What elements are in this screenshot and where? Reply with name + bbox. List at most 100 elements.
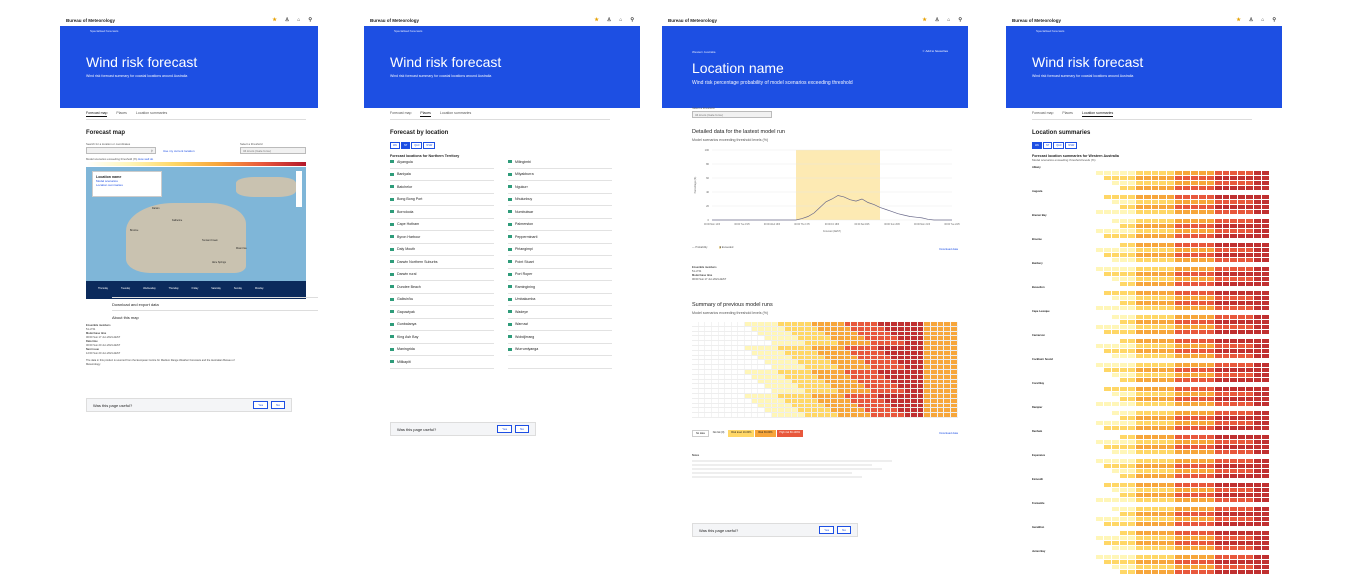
risk-cell xyxy=(1198,449,1207,454)
tab-location-summaries[interactable]: Location summaries xyxy=(439,111,472,115)
scale-help-link[interactable]: How well do xyxy=(138,157,154,161)
location-link[interactable]: Darwin rural xyxy=(390,269,494,281)
user-icon[interactable]: ♙ xyxy=(934,17,940,23)
user-icon[interactable]: ♙ xyxy=(1248,17,1254,23)
threshold-select[interactable]: 34 knots (Gale force) xyxy=(692,111,772,118)
breadcrumb[interactable]: Specialised forecasts xyxy=(1036,29,1065,33)
breadcrumb[interactable]: Specialised forecasts xyxy=(394,29,423,33)
location-link[interactable]: Milingimbi xyxy=(508,156,612,169)
star-icon[interactable]: ★ xyxy=(922,17,927,23)
brand-logo[interactable]: Bureau of Meteorology xyxy=(66,17,116,23)
tab-forecast-map[interactable]: Forecast map xyxy=(1032,111,1054,115)
no-button[interactable]: No xyxy=(271,401,285,409)
location-link[interactable]: Numbulwar xyxy=(508,206,612,219)
location-link[interactable]: Point Stuart xyxy=(508,256,612,269)
favourite-link[interactable]: ☆ Add to favourites xyxy=(922,49,948,53)
location-link[interactable]: Milikapiti xyxy=(390,356,494,369)
tab-location-summaries[interactable]: Location summaries xyxy=(135,111,168,115)
location-link[interactable]: Daly Mouth xyxy=(390,244,494,256)
location-link[interactable]: Byron Harbour xyxy=(390,231,494,244)
popup-summary-link[interactable]: Location summaries xyxy=(96,183,123,187)
download-data-link[interactable]: Download data xyxy=(939,247,958,251)
forecast-map[interactable]: Location name Model scenarios Location s… xyxy=(86,167,306,281)
state-pill-qld[interactable]: QLD xyxy=(1053,142,1065,149)
location-link[interactable]: Ngukurr xyxy=(508,181,612,194)
location-link[interactable]: Cape Hotham xyxy=(390,219,494,231)
state-pill-nt[interactable]: NT xyxy=(1042,142,1053,149)
user-icon[interactable]: ♙ xyxy=(284,17,290,23)
tab-forecast-map[interactable]: Forecast map xyxy=(390,111,412,115)
state-pill-qld[interactable]: QLD xyxy=(411,142,423,149)
search-icon[interactable]: ⚲ xyxy=(630,17,634,23)
location-link[interactable]: Pepperminarti xyxy=(508,231,612,244)
tab-forecast-map[interactable]: Forecast map xyxy=(86,111,108,117)
location-link[interactable]: Wurrumiyanga xyxy=(508,344,612,356)
about-accordion[interactable]: About this map⌄ xyxy=(112,310,318,324)
search-icon[interactable]: ⚲ xyxy=(1272,17,1276,23)
location-link[interactable]: Maningrida xyxy=(390,344,494,356)
risk-cell xyxy=(1072,540,1081,545)
location-link[interactable]: Palmerston xyxy=(508,219,612,231)
location-link[interactable]: Pirlangimpi xyxy=(508,244,612,256)
tab-places[interactable]: Places xyxy=(1062,111,1073,115)
risk-cell xyxy=(1104,305,1113,310)
no-button[interactable]: No xyxy=(515,425,529,433)
location-link[interactable]: Nhulunbuy xyxy=(508,194,612,206)
location-link[interactable]: Bong Bong Port xyxy=(390,194,494,206)
location-link[interactable]: Milyakburra xyxy=(508,169,612,181)
location-link[interactable]: Ramingining xyxy=(508,281,612,294)
use-location-link[interactable]: Use my current location xyxy=(163,149,195,153)
user-icon[interactable]: ♙ xyxy=(606,17,612,23)
no-button[interactable]: No xyxy=(837,526,851,534)
location-link[interactable]: Alyangula xyxy=(390,156,494,169)
location-link[interactable]: Wadeye xyxy=(508,306,612,319)
home-icon[interactable]: ⌂ xyxy=(1261,17,1265,23)
location-link[interactable]: Galiwin'ku xyxy=(390,294,494,306)
location-link[interactable]: Gapuwiyak xyxy=(390,306,494,319)
breadcrumb[interactable]: Specialised forecasts xyxy=(90,29,119,33)
yes-button[interactable]: Yes xyxy=(819,526,835,534)
timeline-bar[interactable]: Thursday Tuesday Wednesday Thursday Friday Sa… xyxy=(86,281,306,295)
state-pill-nsw[interactable]: NSW xyxy=(423,142,436,149)
search-input[interactable]: ⚲ xyxy=(86,147,156,154)
brand-logo[interactable]: Bureau of Meteorology xyxy=(370,17,420,23)
yes-button[interactable]: Yes xyxy=(497,425,513,433)
search-icon[interactable]: ⚲ xyxy=(308,17,312,23)
state-pill-nsw[interactable]: NSW xyxy=(1065,142,1078,149)
location-link[interactable]: Wobdjirrang xyxy=(508,331,612,344)
location-link[interactable]: Port Roper xyxy=(508,269,612,281)
download-accordion[interactable]: Download and export data⌄ xyxy=(112,297,318,311)
location-link[interactable]: Batchelor xyxy=(390,181,494,194)
star-icon[interactable]: ★ xyxy=(272,17,277,23)
popup-model-link[interactable]: Model scenarios xyxy=(96,179,118,183)
brand-logo[interactable]: Bureau of Meteorology xyxy=(1012,17,1062,23)
home-icon[interactable]: ⌂ xyxy=(947,17,951,23)
location-link[interactable]: King Ash Bay xyxy=(390,331,494,344)
home-icon[interactable]: ⌂ xyxy=(297,17,301,23)
location-link[interactable]: Gunbalanya xyxy=(390,319,494,331)
tab-places[interactable]: Places xyxy=(116,111,127,115)
tab-location-summaries[interactable]: Location summaries xyxy=(1081,111,1114,117)
location-link[interactable]: Darwin Northern Suburbs xyxy=(390,256,494,269)
home-icon[interactable]: ⌂ xyxy=(619,17,623,23)
location-link[interactable]: Dundee Beach xyxy=(390,281,494,294)
location-link[interactable]: Borroloola xyxy=(390,206,494,219)
tab-places[interactable]: Places xyxy=(420,111,431,117)
map-zoom-controls[interactable] xyxy=(296,171,302,207)
yes-button[interactable]: Yes xyxy=(253,401,269,409)
breadcrumb[interactable]: Western Australia xyxy=(692,50,716,54)
location-link[interactable]: Warruwi xyxy=(508,319,612,331)
state-pill-wa[interactable]: WA xyxy=(1032,142,1042,149)
state-pill-nt[interactable]: NT xyxy=(400,142,411,149)
threshold-select[interactable]: 34 knots (Gale force) xyxy=(240,147,306,154)
search-icon[interactable]: ⚲ xyxy=(958,17,962,23)
location-link[interactable]: Baniyala xyxy=(390,169,494,181)
brand-logo[interactable]: Bureau of Meteorology xyxy=(668,17,718,23)
star-icon[interactable]: ★ xyxy=(1236,17,1241,23)
risk-cell xyxy=(911,350,918,355)
star-icon[interactable]: ★ xyxy=(594,17,599,23)
download-data-link[interactable]: Download data xyxy=(939,431,958,435)
state-pill-wa[interactable]: WA xyxy=(390,142,400,149)
location-link[interactable]: Umbakumba xyxy=(508,294,612,306)
